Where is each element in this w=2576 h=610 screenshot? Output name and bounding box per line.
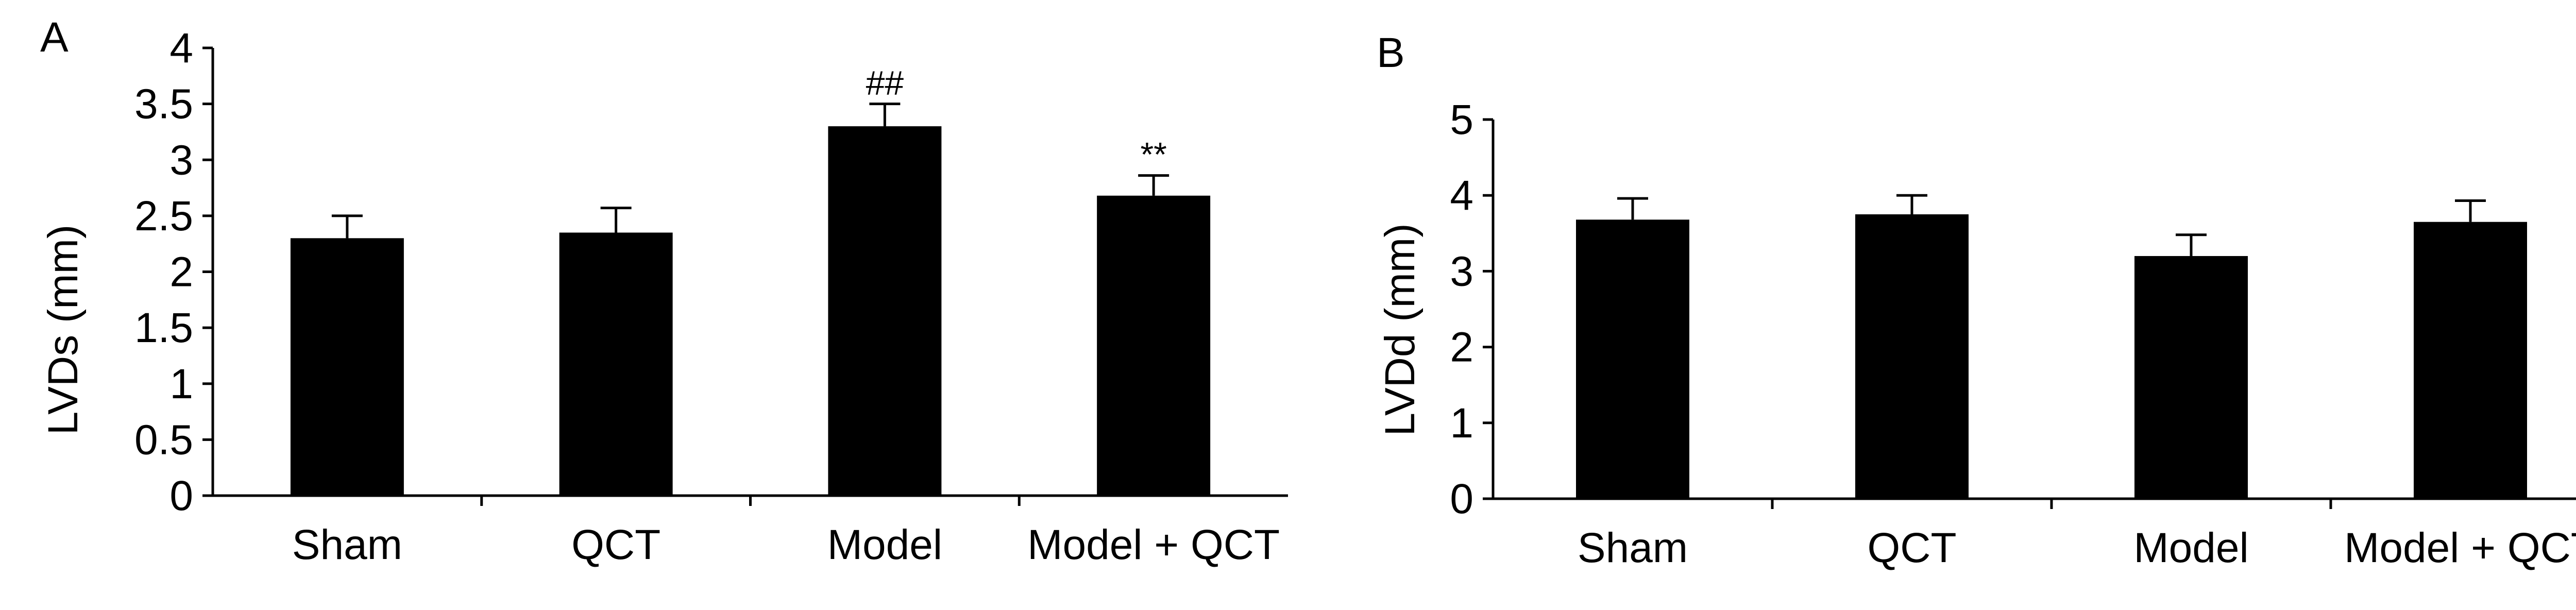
error-bars [331,103,1170,239]
y-tick-label: 5 [1450,96,1473,143]
y-ticks: 0 1 2 3 4 5 [1450,96,1493,522]
x-ticks [480,496,1021,506]
y-axis-title: LVDd (mm) [1377,223,1423,436]
y-tick-label: 1.5 [134,304,193,351]
y-tick-label: 0.5 [134,416,193,463]
significance-label: ## [866,64,904,102]
category-label: QCT [571,521,660,568]
y-tick-label: 2 [170,249,193,296]
chart-panel-a: A LVDs (mm) 0 0.5 1 1.5 2 2.5 3 3.5 4 ## ** Sham Q… [40,14,1288,568]
category-labels: Sham QCT Model Model + QCT [1578,524,2576,571]
y-tick-label: 2.5 [134,193,193,240]
bar [1576,219,1689,499]
bars [1576,214,2527,499]
panel-letter: B [1377,29,1405,76]
category-label: Model [2133,524,2248,571]
bars [290,126,1211,496]
y-tick-label: 3 [1450,248,1473,295]
y-tick-label: 4 [170,25,193,72]
panel-letter: A [40,14,69,61]
category-label: Sham [292,521,402,568]
category-labels: Sham QCT Model Model + QCT [292,521,1280,568]
y-tick-label: 0 [1450,476,1473,522]
category-label: Sham [1578,524,1688,571]
bar [2134,256,2248,499]
y-axis-title: LVDs (mm) [40,225,87,435]
error-bars [1617,194,2486,256]
bar [559,232,673,496]
category-label: Model [827,521,942,568]
bar [1855,214,1969,499]
significance-label: ** [1140,135,1166,174]
y-tick-label: 1 [1450,400,1473,447]
y-tick-label: 2 [1450,324,1473,371]
category-label: Model + QCT [1027,521,1280,568]
bar [828,126,942,496]
y-tick-label: 4 [1450,172,1473,219]
category-label: QCT [1867,524,1956,571]
y-tick-label: 3.5 [134,81,193,128]
bar [1097,195,1211,496]
y-tick-label: 0 [170,472,193,519]
x-ticks [1771,499,2332,509]
y-tick-label: 3 [170,137,193,183]
significance-labels: ## ** [866,64,1167,174]
y-tick-label: 1 [170,361,193,408]
chart-panel-b: B LVDd (mm) 0 1 2 3 4 5 Sham QCT Model Model + Q… [1377,29,2576,571]
y-ticks: 0 0.5 1 1.5 2 2.5 3 3.5 4 [134,25,213,519]
category-label: Model + QCT [2344,524,2576,571]
bar [290,238,404,496]
bar [2414,222,2527,499]
